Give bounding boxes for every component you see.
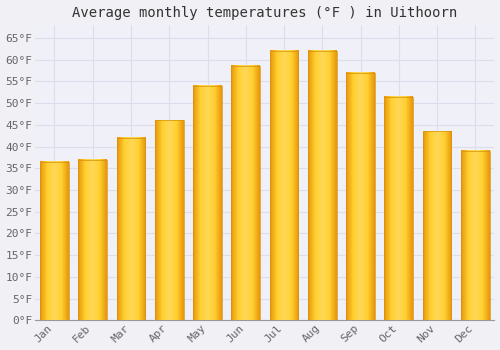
- Bar: [193, 86, 222, 320]
- Bar: [78, 160, 107, 320]
- Bar: [308, 51, 336, 320]
- Bar: [346, 73, 375, 320]
- Bar: [155, 120, 184, 320]
- Bar: [461, 151, 490, 320]
- Bar: [270, 51, 298, 320]
- Bar: [116, 138, 146, 320]
- Bar: [384, 97, 413, 320]
- Bar: [232, 66, 260, 320]
- Bar: [422, 131, 452, 320]
- Title: Average monthly temperatures (°F ) in Uithoorn: Average monthly temperatures (°F ) in Ui…: [72, 6, 458, 20]
- Bar: [40, 162, 69, 320]
